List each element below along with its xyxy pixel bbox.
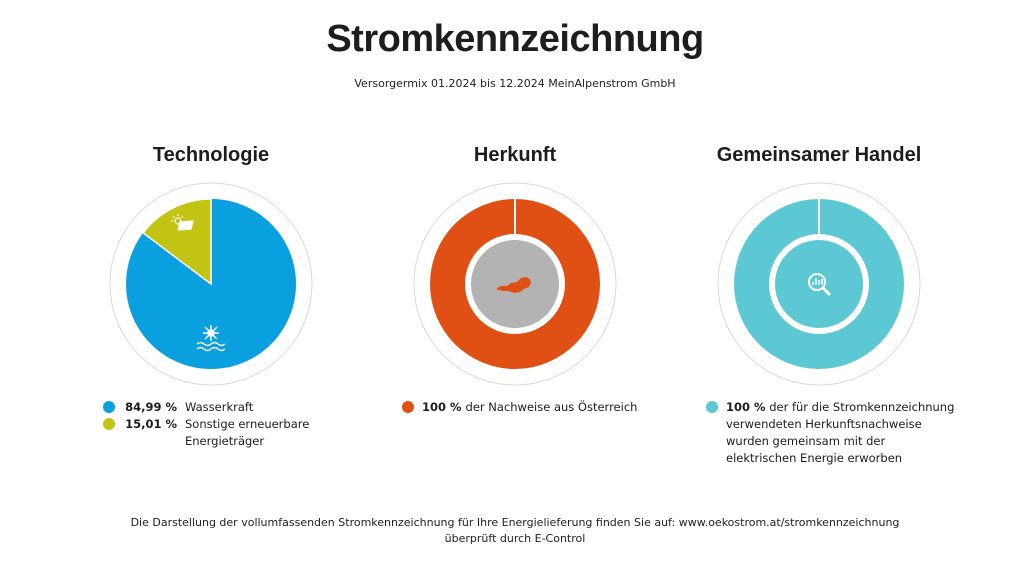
solar-panel-icon (171, 214, 194, 231)
legend-dot-orange (402, 401, 414, 413)
hydro-icon (196, 325, 226, 352)
section-title-herkunft: Herkunft (473, 144, 557, 166)
gemeinsamer-handel-legend: 100 % der für die Stromkennzeichnung ver… (706, 399, 954, 467)
legend-item-sonstige: 15,01 % Sonstige erneuerbare Energieträge… (103, 416, 309, 450)
search-chart-icon (808, 273, 832, 297)
pie-slice-sonstige (142, 198, 212, 286)
footer-line-verified: überprüft durch E-Control (444, 532, 586, 545)
legend-dot-blue (103, 401, 115, 413)
section-title-gemeinsamer-handel: Gemeinsamer Handel (716, 144, 922, 166)
austria-map-icon (497, 277, 531, 293)
herkunft-legend: 100 % der Nachweise aus Österreich (402, 399, 637, 416)
technologie-pie-chart (109, 182, 313, 386)
herkunft-donut-chart (413, 182, 617, 386)
legend-item-handel: 100 % der für die Stromkennzeichnung ver… (706, 399, 954, 467)
footer-line-link-info: Die Darstellung der vollumfassenden Stro… (130, 516, 900, 529)
legend-item-wasserkraft: 84,99 % Wasserkraft (103, 399, 309, 416)
gemeinsamer-handel-donut-chart (717, 182, 921, 386)
legend-dot-cyan (706, 401, 718, 413)
technologie-legend: 84,99 % Wasserkraft 15,01 % Sonstige ern… (103, 399, 309, 450)
section-title-technologie: Technologie (152, 144, 270, 166)
page-title: Stromkennzeichnung (326, 18, 704, 60)
footer-note: Die Darstellung der vollumfassenden Stro… (0, 515, 1030, 547)
legend-dot-olive (103, 418, 115, 430)
page-subtitle: Versorgermix 01.2024 bis 12.2024 MeinAlp… (354, 77, 676, 90)
legend-item-oesterreich: 100 % der Nachweise aus Österreich (402, 399, 637, 416)
